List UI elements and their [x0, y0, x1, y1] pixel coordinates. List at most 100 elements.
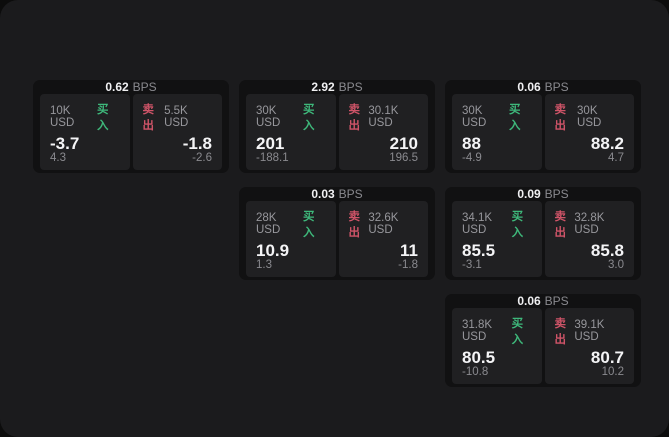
sell-label: 卖出 — [554, 318, 567, 346]
sell-panel-top: 卖出 30.1K USD — [349, 101, 419, 133]
buy-panel-top: 28K USD 买入 — [256, 208, 326, 240]
sell-delta: -1.8 — [398, 259, 418, 271]
bps-value: 0.09 — [517, 187, 541, 201]
buy-amount: 30K USD — [462, 105, 487, 129]
buy-panel-top: 30K USD 买入 — [462, 101, 532, 133]
sell-panel-top: 卖出 32.8K USD — [555, 208, 625, 240]
sell-amount: 32.6K USD — [368, 212, 399, 236]
buy-price: 10.9 — [256, 241, 290, 260]
sell-price: 85.8 — [590, 241, 624, 260]
sell-delta: 3.0 — [608, 259, 624, 271]
sell-label: 卖出 — [142, 104, 155, 132]
quote-panels: 10K USD 买入 -3.7 4.3 卖出 5.5K USD -1.8 -2.… — [33, 94, 229, 173]
card-header: 0.03 BPS — [239, 187, 435, 201]
card-header: 0.09 BPS — [445, 187, 641, 201]
buy-quote-panel[interactable]: 28K USD 买入 10.9 1.3 — [246, 201, 336, 277]
quote-panels: 30K USD 买入 201 -188.1 卖出 30.1K USD 210 1… — [239, 94, 435, 173]
bps-value: 0.62 — [105, 80, 129, 94]
quote-panels: 31.8K USD 买入 80.5 -10.8 卖出 39.1K USD 80.… — [445, 308, 641, 387]
sell-delta: -2.6 — [192, 152, 212, 164]
buy-price: 85.5 — [462, 241, 496, 260]
sell-amount: 32.8K USD — [574, 212, 605, 236]
sell-quote-panel[interactable]: 卖出 5.5K USD -1.8 -2.6 — [132, 94, 222, 170]
buy-label: 买入 — [511, 318, 524, 346]
buy-panel-top: 10K USD 买入 — [50, 101, 120, 133]
quote-panels: 28K USD 买入 10.9 1.3 卖出 32.6K USD 11 -1.8 — [239, 201, 435, 280]
sell-quote-panel[interactable]: 卖出 32.6K USD 11 -1.8 — [338, 201, 428, 277]
buy-label: 买入 — [508, 104, 521, 132]
card-grid: 0.62 BPS 10K USD 买入 -3.7 4.3 卖出 5.5K USD… — [33, 80, 641, 387]
sell-amount: 39.1K USD — [574, 319, 605, 343]
quote-card: 2.92 BPS 30K USD 买入 201 -188.1 卖出 30.1K … — [239, 80, 435, 173]
buy-delta: -188.1 — [256, 152, 289, 164]
buy-quote-panel[interactable]: 10K USD 买入 -3.7 4.3 — [40, 94, 130, 170]
buy-quote-panel[interactable]: 31.8K USD 买入 80.5 -10.8 — [452, 308, 542, 384]
buy-price: 88 — [462, 134, 481, 153]
buy-delta: 1.3 — [256, 259, 272, 271]
buy-label: 买入 — [302, 104, 315, 132]
card-header: 0.06 BPS — [445, 294, 641, 308]
card-header: 0.06 BPS — [445, 80, 641, 94]
quote-card: 0.09 BPS 34.1K USD 买入 85.5 -3.1 卖出 32.8K… — [445, 187, 641, 280]
sell-quote-panel[interactable]: 卖出 30K USD 88.2 4.7 — [544, 94, 634, 170]
buy-quote-panel[interactable]: 34.1K USD 买入 85.5 -3.1 — [452, 201, 542, 277]
bps-unit: BPS — [544, 80, 569, 94]
sell-label: 卖出 — [348, 211, 361, 239]
quote-panels: 30K USD 买入 88 -4.9 卖出 30K USD 88.2 4.7 — [445, 94, 641, 173]
bps-value: 0.06 — [517, 80, 541, 94]
quote-panels: 34.1K USD 买入 85.5 -3.1 卖出 32.8K USD 85.8… — [445, 201, 641, 280]
buy-panel-top: 34.1K USD 买入 — [462, 208, 532, 240]
card-header: 0.62 BPS — [33, 80, 229, 94]
sell-price: 80.7 — [590, 348, 624, 367]
bps-value: 0.03 — [311, 187, 335, 201]
buy-delta: -4.9 — [462, 152, 482, 164]
buy-amount: 28K USD — [256, 212, 281, 236]
bps-value: 0.06 — [517, 294, 541, 308]
sell-delta: 196.5 — [389, 152, 418, 164]
sell-quote-panel[interactable]: 卖出 32.8K USD 85.8 3.0 — [544, 201, 634, 277]
buy-label: 买入 — [511, 211, 524, 239]
sell-panel-top: 卖出 32.6K USD — [349, 208, 419, 240]
quote-card: 0.03 BPS 28K USD 买入 10.9 1.3 卖出 32.6K US… — [239, 187, 435, 280]
buy-delta: -10.8 — [462, 366, 489, 378]
sell-price: -1.8 — [182, 134, 212, 153]
sell-label: 卖出 — [554, 104, 567, 132]
buy-price: 201 — [256, 134, 285, 153]
buy-panel-top: 30K USD 买入 — [256, 101, 326, 133]
buy-amount: 10K USD — [50, 105, 75, 129]
sell-delta: 10.2 — [601, 366, 624, 378]
sell-panel-top: 卖出 5.5K USD — [143, 101, 213, 133]
sell-price: 88.2 — [590, 134, 624, 153]
bps-value: 2.92 — [311, 80, 335, 94]
bps-unit: BPS — [132, 80, 157, 94]
sell-quote-panel[interactable]: 卖出 30.1K USD 210 196.5 — [338, 94, 428, 170]
sell-panel-top: 卖出 39.1K USD — [555, 315, 625, 347]
card-header: 2.92 BPS — [239, 80, 435, 94]
bps-unit: BPS — [544, 294, 569, 308]
bps-unit: BPS — [544, 187, 569, 201]
sell-price: 11 — [400, 241, 418, 260]
sell-amount: 30.1K USD — [368, 105, 399, 129]
sell-price: 210 — [389, 134, 418, 153]
buy-label: 买入 — [96, 104, 109, 132]
quote-card: 0.06 BPS 30K USD 买入 88 -4.9 卖出 30K USD 8… — [445, 80, 641, 173]
buy-label: 买入 — [302, 211, 315, 239]
sell-amount: 5.5K USD — [164, 105, 189, 129]
sell-label: 卖出 — [348, 104, 361, 132]
buy-delta: 4.3 — [50, 152, 66, 164]
bps-unit: BPS — [338, 187, 363, 201]
sell-panel-top: 卖出 30K USD — [555, 101, 625, 133]
quote-card: 0.06 BPS 31.8K USD 买入 80.5 -10.8 卖出 39.1… — [445, 294, 641, 387]
sell-label: 卖出 — [554, 211, 567, 239]
sell-amount: 30K USD — [577, 105, 602, 129]
buy-quote-panel[interactable]: 30K USD 买入 88 -4.9 — [452, 94, 542, 170]
sell-quote-panel[interactable]: 卖出 39.1K USD 80.7 10.2 — [544, 308, 634, 384]
buy-amount: 31.8K USD — [462, 319, 493, 343]
buy-delta: -3.1 — [462, 259, 482, 271]
quote-card: 0.62 BPS 10K USD 买入 -3.7 4.3 卖出 5.5K USD… — [33, 80, 229, 173]
buy-quote-panel[interactable]: 30K USD 买入 201 -188.1 — [246, 94, 336, 170]
sell-delta: 4.7 — [608, 152, 624, 164]
buy-price: -3.7 — [50, 134, 80, 153]
buy-price: 80.5 — [462, 348, 496, 367]
